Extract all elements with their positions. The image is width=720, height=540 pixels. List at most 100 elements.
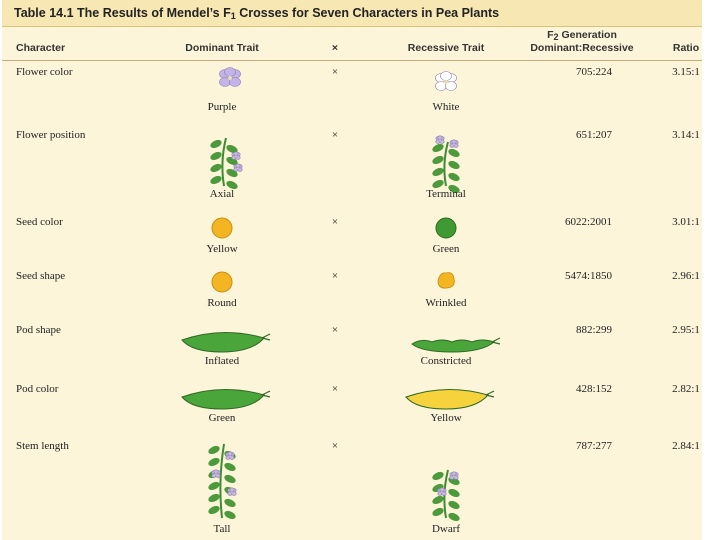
flower-center xyxy=(235,155,237,157)
leaf xyxy=(208,445,220,455)
leaf xyxy=(208,493,220,503)
cross-symbol: × xyxy=(331,216,339,228)
header-rule xyxy=(2,60,702,61)
header-counts: Dominant:Recessive xyxy=(530,42,634,54)
counts: 5474:1850 xyxy=(564,270,612,282)
recessive-trait: Wrinkled xyxy=(425,297,467,309)
counts: 6022:2001 xyxy=(564,216,612,228)
ratio: 2.84:1 xyxy=(672,440,700,452)
petal xyxy=(439,139,445,144)
header-dominant: Dominant Trait xyxy=(185,42,259,54)
header-character: Character xyxy=(16,42,66,54)
pod xyxy=(411,339,496,353)
leaf xyxy=(432,143,444,153)
ratio: 3.14:1 xyxy=(672,129,700,141)
pod xyxy=(181,332,265,353)
ratio: 2.82:1 xyxy=(672,383,700,395)
title-bar xyxy=(2,0,702,27)
recessive-trait: Dwarf xyxy=(431,523,461,535)
leaf xyxy=(210,175,222,185)
stem xyxy=(219,443,225,519)
petal xyxy=(453,475,459,480)
leaf xyxy=(432,471,444,481)
leaf xyxy=(224,474,236,484)
petal xyxy=(453,143,459,148)
ratio: 3.01:1 xyxy=(672,216,700,228)
leaf xyxy=(224,510,236,520)
title-text: The Results of Mendel’s F xyxy=(77,6,231,20)
leaf xyxy=(432,179,444,189)
flower-center xyxy=(231,491,233,493)
title-subscript: 1 xyxy=(230,11,236,21)
dominant-trait: Purple xyxy=(207,101,237,113)
leaf xyxy=(208,505,220,515)
character: Seed color xyxy=(16,216,63,228)
flower-center xyxy=(237,167,239,169)
petal xyxy=(233,151,239,156)
cross-symbol: × xyxy=(331,324,339,336)
petal xyxy=(215,473,221,478)
pea xyxy=(211,271,233,293)
petal xyxy=(229,455,235,460)
ratio: 3.15:1 xyxy=(672,66,700,78)
pod xyxy=(405,389,489,410)
title-text: Crosses for Seven Characters in Pea Plan… xyxy=(239,6,500,20)
header-recessive: Recessive Trait xyxy=(407,42,485,54)
leaf xyxy=(448,512,460,522)
stem xyxy=(221,137,227,187)
leaf xyxy=(432,507,444,517)
flower-center xyxy=(453,475,455,477)
leaf xyxy=(210,151,222,161)
header-cross: × xyxy=(331,42,339,54)
pea xyxy=(435,217,457,239)
f2-letter: F xyxy=(547,29,554,41)
stem xyxy=(443,141,449,187)
petal xyxy=(437,135,443,140)
leaf xyxy=(210,163,222,173)
petal xyxy=(445,81,457,91)
dominant-trait: Axial xyxy=(209,188,235,200)
leaf xyxy=(448,160,460,170)
leaf xyxy=(448,500,460,510)
character: Pod color xyxy=(16,383,59,395)
character: Flower color xyxy=(16,66,73,78)
dominant-trait: Green xyxy=(208,412,236,424)
recessive-trait: Yellow xyxy=(430,412,462,424)
petal xyxy=(235,155,241,160)
recessive-trait: Constricted xyxy=(420,355,472,367)
character: Seed shape xyxy=(16,270,66,282)
petal xyxy=(451,139,457,144)
cross-symbol: × xyxy=(331,66,339,78)
petal xyxy=(229,77,241,87)
flower-center xyxy=(229,455,231,457)
counts: 705:224 xyxy=(575,66,612,78)
counts: 651:207 xyxy=(575,129,612,141)
table-title: Table 14.1 The Results of Mendel’s F1 Cr… xyxy=(14,6,499,21)
cross-symbol: × xyxy=(331,383,339,395)
pod-stem xyxy=(261,333,271,341)
header-ratio: Ratio xyxy=(672,42,700,54)
pod-stem xyxy=(485,390,495,398)
leaf xyxy=(210,139,222,149)
petal xyxy=(235,163,241,168)
cross-symbol: × xyxy=(331,270,339,282)
leaf xyxy=(448,488,460,498)
counts: 882:299 xyxy=(575,324,612,336)
character: Flower position xyxy=(16,129,86,141)
f2-text: Generation xyxy=(561,29,617,41)
pod-stem xyxy=(261,390,271,398)
petal xyxy=(227,451,233,456)
dominant-trait: Yellow xyxy=(206,243,238,255)
flower-center xyxy=(453,143,455,145)
dominant-trait: Tall xyxy=(213,523,231,535)
pod xyxy=(181,389,265,410)
leaf xyxy=(226,144,238,154)
leaf xyxy=(208,457,220,467)
ratio: 2.96:1 xyxy=(672,270,700,282)
petal xyxy=(231,491,237,496)
flower-center xyxy=(215,473,217,475)
petal xyxy=(441,491,447,496)
leaf xyxy=(432,155,444,165)
